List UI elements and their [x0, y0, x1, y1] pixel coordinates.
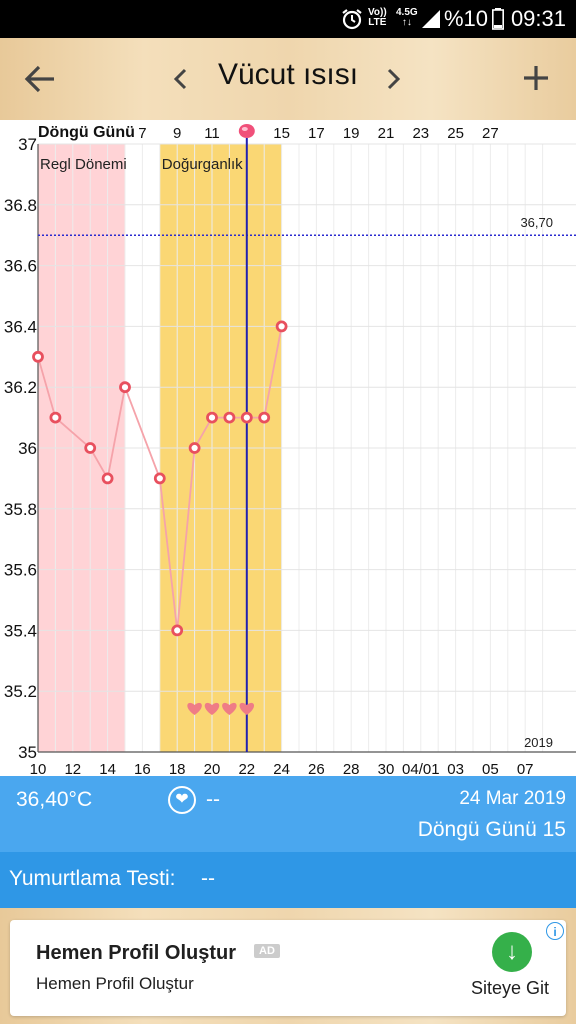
data-point — [32, 350, 44, 363]
bottom-tick-label: 04/01 — [402, 761, 440, 776]
y-tick-label: 37 — [18, 135, 37, 154]
ad-title[interactable]: Hemen Profil Oluştur — [36, 942, 237, 964]
year-label: 2019 — [524, 735, 553, 750]
alarm-clock-icon — [342, 9, 362, 30]
chevron-left-icon[interactable] — [172, 68, 188, 90]
data-point — [119, 381, 131, 394]
bottom-tick-label: 14 — [99, 761, 116, 776]
top-tick-label: 25 — [447, 125, 464, 142]
ovulation-test-row[interactable]: Yumurtlama Testi: -- — [0, 852, 576, 908]
data-point — [171, 624, 184, 637]
ad-go-button[interactable]: Siteye Git — [471, 978, 550, 998]
bottom-tick-label: 28 — [343, 761, 360, 776]
y-tick-label: 35.2 — [4, 682, 37, 701]
clock: 09:31 — [510, 6, 566, 31]
heart-circle-icon[interactable]: ❤ — [168, 786, 196, 814]
data-point — [188, 442, 201, 454]
plus-icon[interactable] — [522, 64, 550, 92]
ad-subtitle: Hemen Profil Oluştur — [36, 974, 194, 993]
battery-icon — [492, 8, 504, 30]
threshold-label: 36,70 — [520, 215, 553, 230]
data-point — [49, 411, 62, 424]
signal-icon — [422, 10, 440, 28]
ovulation-marker-highlight — [241, 127, 248, 131]
top-tick-label: 19 — [343, 125, 360, 142]
data-point — [223, 411, 236, 424]
ovulation-test-label: Yumurtlama Testi: — [9, 867, 176, 890]
period-label: Regl Dönemi — [40, 156, 127, 173]
top-axis-label: Döngü Günü — [38, 124, 135, 141]
top-tick-label: 21 — [378, 125, 395, 142]
temperature-chart[interactable]: Regl Dönemi Doğurganlık 36,70 Döngü Günü 7 9 1… — [0, 120, 576, 776]
ad-area: Hemen Profil Oluştur AD Hemen Profil Olu… — [0, 908, 576, 1024]
info-icon[interactable]: i — [546, 922, 564, 940]
top-tick-label: 17 — [308, 125, 325, 142]
temperature-value: 36,40°C — [16, 788, 93, 811]
data-point — [84, 442, 97, 454]
y-tick-label: 35.6 — [4, 561, 37, 580]
bottom-tick-label: 03 — [447, 761, 464, 776]
top-tick-label: 11 — [204, 125, 220, 142]
period-label: Doğurganlık — [162, 156, 243, 173]
day-readout: 36,40°C ❤ -- 24 Mar 2019 Döngü Günü 15 — [0, 776, 576, 852]
top-tick-label: 7 — [138, 125, 146, 142]
arrow-down-icon[interactable]: ↓ — [492, 932, 532, 972]
bottom-tick-label: 10 — [30, 761, 47, 776]
bottom-tick-label: 07 — [517, 761, 534, 776]
bottom-tick-label: 24 — [273, 761, 290, 776]
chevron-right-icon[interactable] — [386, 68, 402, 90]
bottom-tick-label: 30 — [378, 761, 395, 776]
toolbar: Vücut ısısı — [0, 38, 576, 120]
ad-banner[interactable]: Hemen Profil Oluştur AD Hemen Profil Olu… — [10, 920, 566, 1016]
volte-indicator: Vo)) LTE — [368, 7, 387, 28]
data-point — [101, 472, 114, 485]
data-point — [206, 411, 218, 424]
data-point — [275, 320, 288, 333]
bottom-tick-label: 18 — [169, 761, 186, 776]
bottom-tick-label: 20 — [204, 761, 221, 776]
top-tick-label: 23 — [412, 125, 429, 142]
network-indicator: 4.5G ↑↓ — [396, 7, 418, 28]
y-tick-label: 35.8 — [4, 500, 37, 519]
data-point — [258, 411, 271, 424]
status-bar: Vo)) LTE 4.5G ↑↓ %10 09:31 — [0, 0, 576, 38]
selected-date: 24 Mar 2019 — [459, 788, 566, 809]
bottom-tick-label: 12 — [64, 761, 81, 776]
ovulation-marker-icon — [238, 124, 255, 138]
bottom-tick-label: 05 — [482, 761, 499, 776]
heart-icon — [204, 702, 220, 715]
bottom-tick-label: 16 — [134, 761, 151, 776]
top-tick-label: 15 — [273, 125, 290, 142]
cycle-day: Döngü Günü 15 — [417, 818, 566, 841]
y-tick-label: 36.8 — [4, 196, 37, 215]
heart-icon — [239, 702, 255, 715]
y-tick-label: 36.2 — [4, 378, 37, 397]
y-tick-label: 35.4 — [4, 621, 37, 640]
bottom-tick-label: 26 — [308, 761, 325, 776]
bottom-tick-label: 22 — [238, 761, 255, 776]
y-tick-label: 36.4 — [4, 317, 37, 336]
battery-percent: %10 — [443, 6, 488, 31]
intercourse-value: -- — [206, 788, 220, 811]
chart-svg[interactable]: Regl Dönemi Doğurganlık 36,70 Döngü Günü 7 9 1… — [0, 120, 576, 776]
data-point — [153, 472, 166, 485]
heart-icon — [222, 702, 237, 715]
page-title: Vücut ısısı — [217, 58, 359, 91]
y-tick-label: 35 — [18, 743, 37, 762]
arrow-left-icon[interactable] — [24, 64, 56, 94]
top-tick-label: 9 — [173, 125, 181, 142]
heart-icon — [187, 702, 202, 715]
ad-badge: AD — [254, 944, 280, 958]
top-tick-label: 27 — [482, 125, 499, 142]
data-point — [240, 411, 253, 424]
y-tick-label: 36 — [18, 439, 37, 458]
ovulation-test-value: -- — [201, 867, 215, 890]
y-tick-label: 36.6 — [4, 257, 37, 276]
